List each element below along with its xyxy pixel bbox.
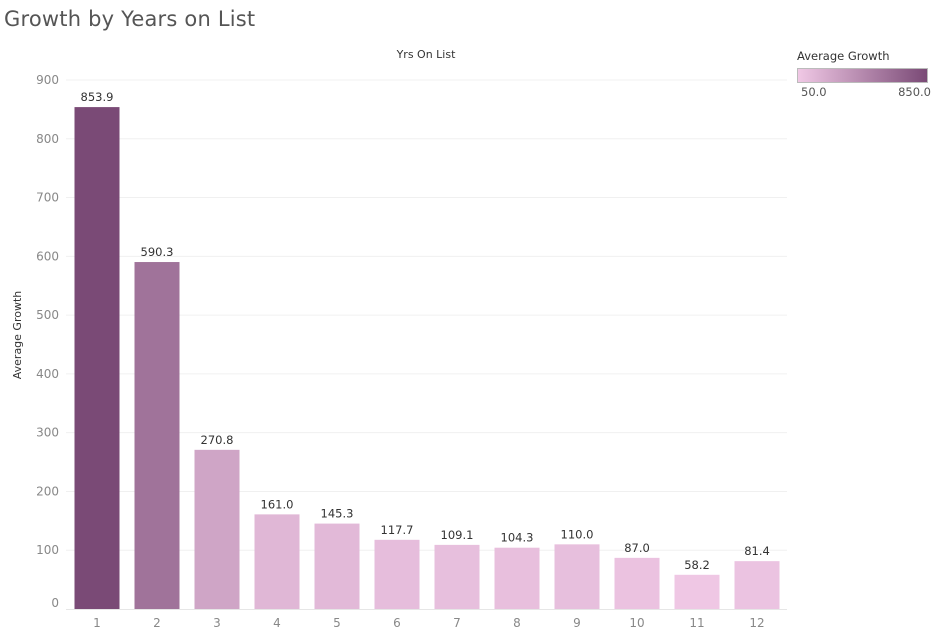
x-axis-ticks: 1 2 3 4 5 6 7 8 9 10 11 12: [93, 616, 764, 630]
legend-min-label: 50.0: [801, 85, 827, 99]
bar[interactable]: [374, 539, 420, 609]
x-axis-title: Yrs On List: [396, 48, 457, 61]
legend-title: Average Growth: [797, 49, 890, 63]
y-tick-label: 300: [36, 426, 59, 440]
bar[interactable]: [134, 262, 180, 609]
bar-value-label: 104.3: [501, 531, 534, 545]
x-tick-label: 2: [153, 616, 161, 630]
bar-value-label: 145.3: [321, 507, 354, 521]
bars: [74, 107, 780, 609]
gridlines: [66, 79, 787, 551]
bar[interactable]: [434, 544, 480, 609]
page-title: Growth by Years on List: [4, 7, 256, 31]
legend-range-labels: 50.0 850.0: [797, 85, 933, 101]
x-tick-label: 10: [629, 616, 644, 630]
legend-color-ramp: [797, 68, 928, 83]
bar[interactable]: [314, 523, 360, 609]
bar[interactable]: [494, 547, 540, 609]
bar[interactable]: [254, 514, 300, 609]
x-tick-label: 7: [453, 616, 461, 630]
bar-value-label: 590.3: [141, 245, 174, 259]
bar-value-label: 81.4: [744, 544, 770, 558]
bar[interactable]: [74, 107, 120, 609]
y-tick-label: 900: [36, 73, 59, 87]
bar[interactable]: [734, 561, 780, 609]
x-tick-label: 9: [573, 616, 581, 630]
y-tick-label: 800: [36, 132, 59, 146]
bar[interactable]: [554, 544, 600, 609]
y-tick-label: 100: [36, 543, 59, 557]
y-tick-label: 700: [36, 191, 59, 205]
x-tick-label: 8: [513, 616, 521, 630]
bar-value-label: 161.0: [261, 497, 294, 511]
bar-value-label: 270.8: [201, 433, 234, 447]
color-legend[interactable]: Average Growth 50.0 850.0: [797, 49, 935, 101]
bar-value-label: 853.9: [81, 90, 114, 104]
bar[interactable]: [194, 449, 240, 609]
y-tick-label: 200: [36, 484, 59, 498]
bar-value-labels: 853.9 590.3 270.8 161.0 145.3 117.7 109.1 104.3…: [81, 90, 770, 572]
y-axis-title: Average Growth: [11, 291, 24, 380]
bar-value-label: 87.0: [624, 541, 650, 555]
x-tick-label: 11: [689, 616, 704, 630]
y-axis-ticks: 0 100 200 300 400 500 600 700 800 900: [36, 73, 59, 610]
y-tick-label: 500: [36, 308, 59, 322]
legend-max-label: 850.0: [898, 85, 931, 99]
x-tick-label: 1: [93, 616, 101, 630]
x-tick-label: 3: [213, 616, 221, 630]
x-tick-label: 12: [749, 616, 764, 630]
y-tick-label: 0: [51, 596, 59, 610]
y-tick-label: 600: [36, 249, 59, 263]
bar[interactable]: [614, 557, 660, 609]
x-tick-label: 5: [333, 616, 341, 630]
bar-value-label: 110.0: [561, 527, 594, 541]
x-tick-label: 4: [273, 616, 281, 630]
bar[interactable]: [674, 574, 720, 609]
bar-value-label: 117.7: [381, 523, 414, 537]
bar-value-label: 109.1: [441, 528, 474, 542]
y-tick-label: 400: [36, 367, 59, 381]
bar-value-label: 58.2: [684, 558, 710, 572]
x-tick-label: 6: [393, 616, 401, 630]
